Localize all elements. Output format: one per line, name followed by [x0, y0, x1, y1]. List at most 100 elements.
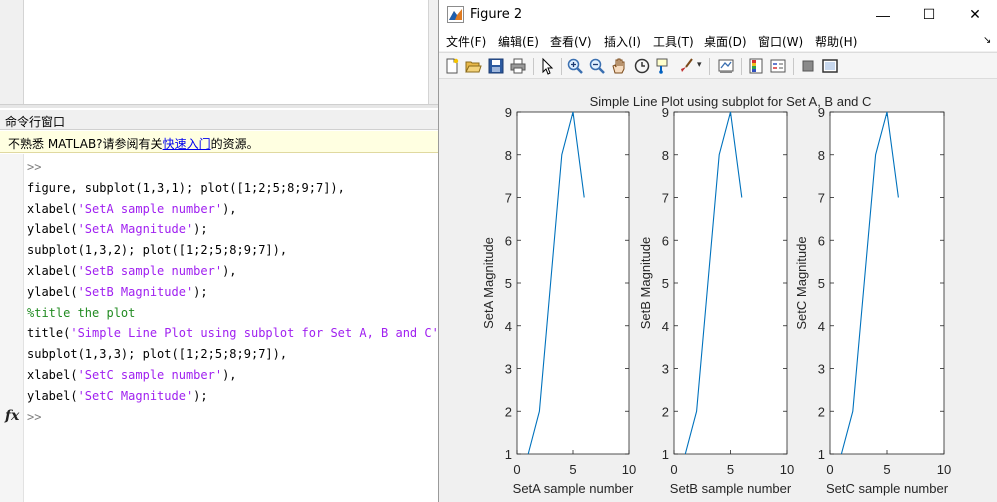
rotate-3d-icon[interactable] — [633, 57, 651, 75]
show-plot-tools-icon[interactable] — [821, 57, 839, 75]
panel-splitter[interactable] — [0, 104, 440, 108]
x-axis-label: SetB sample number — [670, 481, 792, 496]
minimize-icon: — — [876, 6, 890, 23]
y-tick-label: 3 — [818, 362, 825, 377]
zoom-out-icon[interactable] — [588, 57, 606, 75]
maximize-button[interactable]: ☐ — [906, 0, 952, 29]
x-tick-label: 10 — [622, 462, 636, 477]
prompt-symbol: >> — [27, 160, 42, 174]
save-icon[interactable] — [487, 57, 505, 75]
minimize-button[interactable]: — — [860, 0, 906, 29]
x-tick-label: 10 — [780, 462, 794, 477]
string-literal: 'SetA Magnitude' — [77, 222, 194, 237]
link-plot-icon[interactable] — [717, 57, 735, 75]
open-file-icon[interactable] — [464, 57, 482, 75]
command-line: subplot(1,3,2); plot([1;2;5;8;9;7]), — [27, 240, 440, 261]
y-tick-label: 8 — [505, 148, 512, 163]
chart-title: Simple Line Plot using subplot for Set A… — [590, 94, 872, 109]
y-tick-label: 2 — [505, 404, 512, 419]
matlab-figure-icon — [447, 6, 464, 23]
legend-icon[interactable] — [769, 57, 787, 75]
left-panel-strip — [0, 0, 24, 108]
close-button[interactable]: ✕ — [952, 0, 997, 29]
figure-menu-bar: 文件(F) 编辑(E) 查看(V) 插入(I) 工具(T) 桌面(D) 窗口(W… — [439, 29, 997, 51]
print-icon[interactable] — [509, 57, 527, 75]
y-axis-label: SetC Magnitude — [794, 236, 809, 329]
data-line-3[interactable] — [840, 111, 899, 455]
x-tick-label: 5 — [727, 462, 734, 477]
code-text: subplot(1,3,3); plot([1;2;5;8;9;7]), — [27, 347, 288, 362]
close-icon: ✕ — [969, 6, 981, 22]
figure-toolbar: ▾ — [439, 52, 997, 79]
colorbar-icon[interactable] — [747, 57, 765, 75]
code-text: ), — [222, 263, 237, 278]
x-tick-label: 0 — [670, 462, 677, 477]
y-tick-label: 6 — [818, 233, 825, 248]
brush-dropdown-icon[interactable]: ▾ — [697, 59, 702, 69]
menu-tools[interactable]: 工具(T) — [653, 35, 694, 49]
menu-window[interactable]: 窗口(W) — [758, 35, 804, 49]
pan-icon[interactable] — [610, 57, 628, 75]
y-tick-label: 3 — [662, 362, 669, 377]
getting-started-link[interactable]: 快速入门 — [162, 137, 211, 151]
figure-title-bar[interactable]: Figure 2 — ☐ ✕ — [439, 0, 997, 29]
toolbar-separator — [709, 58, 710, 75]
y-tick-label: 4 — [818, 319, 825, 334]
y-tick-label: 1 — [818, 447, 825, 462]
command-line: xlabel('SetA sample number'), — [27, 199, 440, 220]
y-tick-label: 4 — [505, 319, 512, 334]
code-comment: %title the plot — [27, 305, 136, 320]
toolbar-separator — [741, 58, 742, 75]
figure-window: Figure 2 — ☐ ✕ 文件(F) 编辑(E) 查看(V) 插入(I) 工… — [438, 0, 997, 502]
hide-plot-tools-icon[interactable] — [799, 57, 817, 75]
string-literal: 'SetC Magnitude' — [77, 388, 194, 403]
string-literal: 'SetC sample number' — [77, 367, 223, 382]
command-line: ylabel('SetA Magnitude'); — [27, 219, 440, 240]
menu-overflow-icon[interactable]: ↘ — [983, 35, 992, 46]
data-line-1[interactable] — [527, 111, 585, 455]
command-prompt[interactable]: >> — [27, 157, 440, 178]
y-tick-label: 7 — [505, 191, 512, 206]
code-text: figure, subplot(1,3,1); plot([1;2;5;8;9;… — [27, 180, 345, 195]
getting-started-notice: 不熟悉 MATLAB?请参阅有关快速入门的资源。 — [0, 131, 440, 153]
vertical-scrollbar[interactable] — [428, 0, 440, 108]
subplot-axes-1[interactable] — [516, 111, 630, 455]
code-text: ylabel( — [27, 388, 78, 403]
menu-insert[interactable]: 插入(I) — [604, 35, 641, 49]
code-text: ); — [193, 388, 208, 403]
code-text: xlabel( — [27, 367, 78, 382]
brush-icon[interactable] — [678, 57, 696, 75]
command-window[interactable]: fx >> figure, subplot(1,3,1); plot([1;2;5… — [0, 154, 440, 502]
y-tick-label: 9 — [505, 105, 512, 120]
command-line: subplot(1,3,3); plot([1;2;5;8;9;7]), — [27, 344, 440, 365]
y-axis-label: SetA Magnitude — [481, 237, 496, 329]
new-figure-icon[interactable] — [443, 57, 461, 75]
subplot-axes-3[interactable] — [829, 111, 945, 455]
data-cursor-icon[interactable] — [655, 57, 673, 75]
menu-edit[interactable]: 编辑(E) — [498, 35, 539, 49]
subplot-axes-2[interactable] — [673, 111, 788, 455]
x-tick-label: 0 — [826, 462, 833, 477]
string-literal: 'SetA sample number' — [77, 201, 223, 216]
x-tick-label: 10 — [937, 462, 951, 477]
menu-help[interactable]: 帮助(H) — [815, 35, 858, 49]
toolbar-separator — [533, 58, 534, 75]
data-line-2[interactable] — [684, 111, 743, 455]
y-tick-label: 6 — [662, 233, 669, 248]
menu-view[interactable]: 查看(V) — [550, 35, 592, 49]
figure-canvas[interactable]: 1 2 3 4 5 6 7 8 9 0 5 10 SetA sample number SetA Magn… — [439, 80, 997, 502]
pointer-icon[interactable] — [538, 57, 556, 75]
command-prompt[interactable]: >> — [27, 407, 440, 428]
command-history-lines: >> figure, subplot(1,3,1); plot([1;2;5;8;… — [27, 157, 440, 427]
command-window-gutter — [0, 154, 24, 502]
y-tick-label: 6 — [505, 233, 512, 248]
menu-file[interactable]: 文件(F) — [446, 35, 487, 49]
code-text: ylabel( — [27, 284, 78, 299]
function-browser-icon[interactable]: fx — [5, 408, 20, 424]
zoom-in-icon[interactable] — [566, 57, 584, 75]
y-tick-label: 8 — [818, 148, 825, 163]
command-line: ylabel('SetB Magnitude'); — [27, 282, 440, 303]
code-text: ); — [193, 284, 208, 299]
menu-desktop[interactable]: 桌面(D) — [704, 35, 747, 49]
